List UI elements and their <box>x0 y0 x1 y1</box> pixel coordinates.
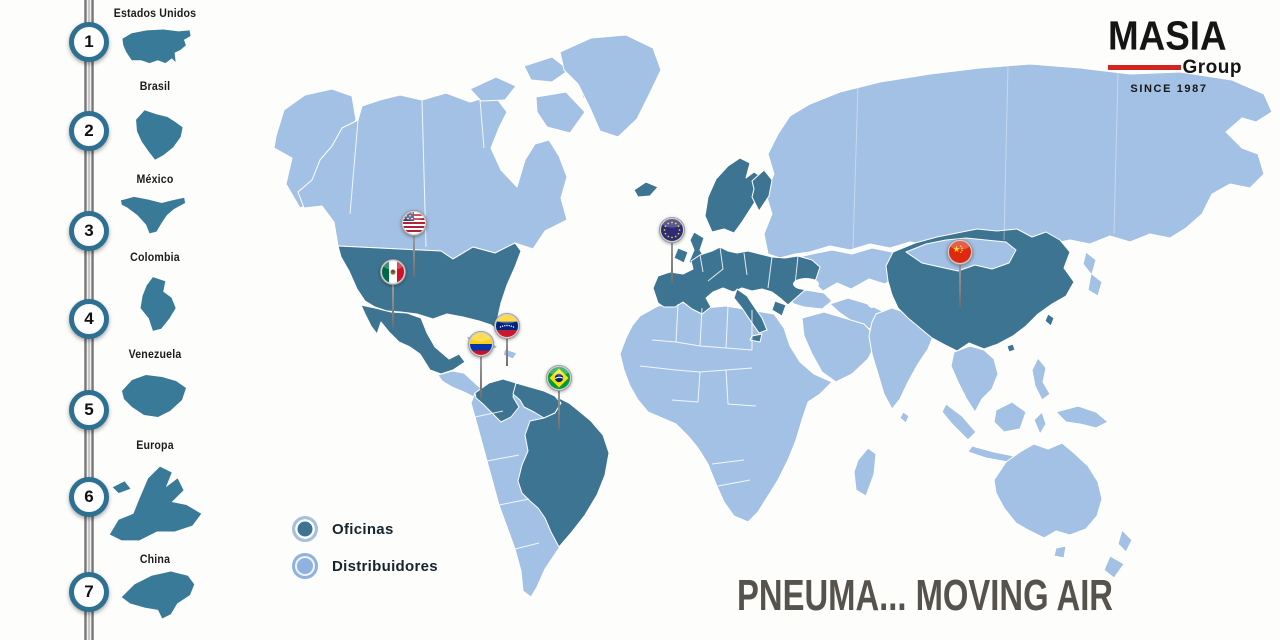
sidebar-label-venezuela: Venezuela <box>128 349 182 361</box>
legend-office-dot <box>292 516 318 542</box>
region-hainan <box>1006 343 1016 353</box>
step-number-5: 5 <box>69 390 109 430</box>
region-brazil <box>517 395 610 548</box>
slogan-text: PNEUMA... MOVING AIR <box>737 572 1114 620</box>
region-finland <box>751 169 773 212</box>
china-silhouette-icon <box>106 563 210 627</box>
step-number-6: 6 <box>69 477 109 517</box>
sidebar-label-estados-unidos: Estados Unidos <box>113 8 197 20</box>
pin-stick <box>671 230 673 283</box>
step-number-5-text: 5 <box>84 400 94 419</box>
step-number-3-text: 3 <box>84 221 94 240</box>
map-pin-venezuela <box>494 313 520 393</box>
pin-stick <box>506 326 508 366</box>
region-new-zealand <box>1103 529 1133 579</box>
region-japan <box>1082 251 1103 297</box>
region-italy <box>733 288 768 334</box>
usa-silhouette-icon <box>112 22 200 78</box>
map-pin-mexico <box>380 259 406 339</box>
venezuela-flag-icon <box>494 313 520 339</box>
sidebar-label-colombia: Colombia <box>130 252 180 264</box>
region-indochina <box>950 345 999 413</box>
region-scandinavia <box>704 157 764 234</box>
map-pin-china <box>947 239 973 319</box>
legend-distributor-dot <box>292 553 318 579</box>
region-africa <box>619 301 833 523</box>
step-number-2: 2 <box>69 111 109 151</box>
european-union-flag-icon <box>659 217 685 243</box>
legend-office-label: Oficinas <box>332 521 394 538</box>
region-mexico <box>360 304 466 375</box>
region-tasmania <box>1053 545 1067 559</box>
logo-red-line <box>1108 65 1181 70</box>
mexico-silhouette-icon <box>112 190 194 242</box>
pin-stick <box>413 223 415 278</box>
country-borders <box>349 64 1119 550</box>
china-flag-icon <box>947 239 973 265</box>
pin-stick <box>392 272 394 328</box>
sidebar-label-europa: Europa <box>136 440 174 452</box>
step-number-4: 4 <box>69 299 109 339</box>
step-number-7: 7 <box>69 572 109 612</box>
step-number-4-text: 4 <box>84 309 94 328</box>
map-pin-brazil <box>546 365 572 445</box>
step-number-1: 1 <box>69 22 109 62</box>
europe-silhouette-icon <box>98 452 216 552</box>
sidebar-label-china: China <box>139 554 171 566</box>
mexico-flag-icon <box>380 259 406 285</box>
step-number-7-text: 7 <box>84 582 94 601</box>
region-madagascar <box>853 447 877 497</box>
step-number-6-text: 6 <box>84 487 94 506</box>
map-pin-europe <box>659 217 685 297</box>
step-number-2-text: 2 <box>84 121 94 140</box>
legend-distributor-label: Distribuidores <box>332 558 438 575</box>
pin-stick <box>480 344 482 399</box>
sidebar-label-mexico: México <box>136 174 174 186</box>
logo-brand-text: MASIA <box>1108 13 1227 59</box>
region-philippines <box>1031 357 1051 401</box>
region-canada <box>297 92 568 260</box>
region-colombia <box>474 378 520 423</box>
region-greenland <box>559 34 662 138</box>
region-europe-mainland <box>652 246 821 315</box>
region-ireland <box>673 247 689 264</box>
pin-stick <box>558 378 560 430</box>
logo-group-text: Group <box>1182 57 1242 78</box>
masia-group-logo: MASIA Group SINCE 1987 <box>1096 16 1256 95</box>
map-pin-colombia <box>468 331 494 411</box>
inland-seas <box>793 278 879 308</box>
region-new-guinea <box>1055 405 1109 429</box>
brazil-flag-icon <box>546 365 572 391</box>
pin-stick <box>959 252 961 307</box>
region-greece <box>771 300 787 317</box>
logo-since-text: SINCE 1987 <box>1130 83 1208 95</box>
step-number-1-text: 1 <box>84 32 94 51</box>
region-arctic-islands <box>469 56 620 134</box>
region-indonesia <box>941 401 1047 463</box>
venezuela-silhouette-icon <box>116 366 196 428</box>
colombia-silhouette-icon <box>124 266 186 344</box>
sidebar-label-brasil: Brasil <box>139 81 171 93</box>
map-pin-usa <box>401 210 427 290</box>
region-taiwan <box>1044 313 1055 327</box>
region-sicily <box>749 333 763 343</box>
region-sri-lanka <box>899 411 910 424</box>
colombia-flag-icon <box>468 331 494 357</box>
region-iceland <box>633 181 659 198</box>
brazil-silhouette-icon <box>118 95 194 175</box>
region-australia <box>993 442 1103 539</box>
step-number-3: 3 <box>69 211 109 251</box>
usa-flag-icon <box>401 210 427 236</box>
region-arabia <box>801 311 879 383</box>
